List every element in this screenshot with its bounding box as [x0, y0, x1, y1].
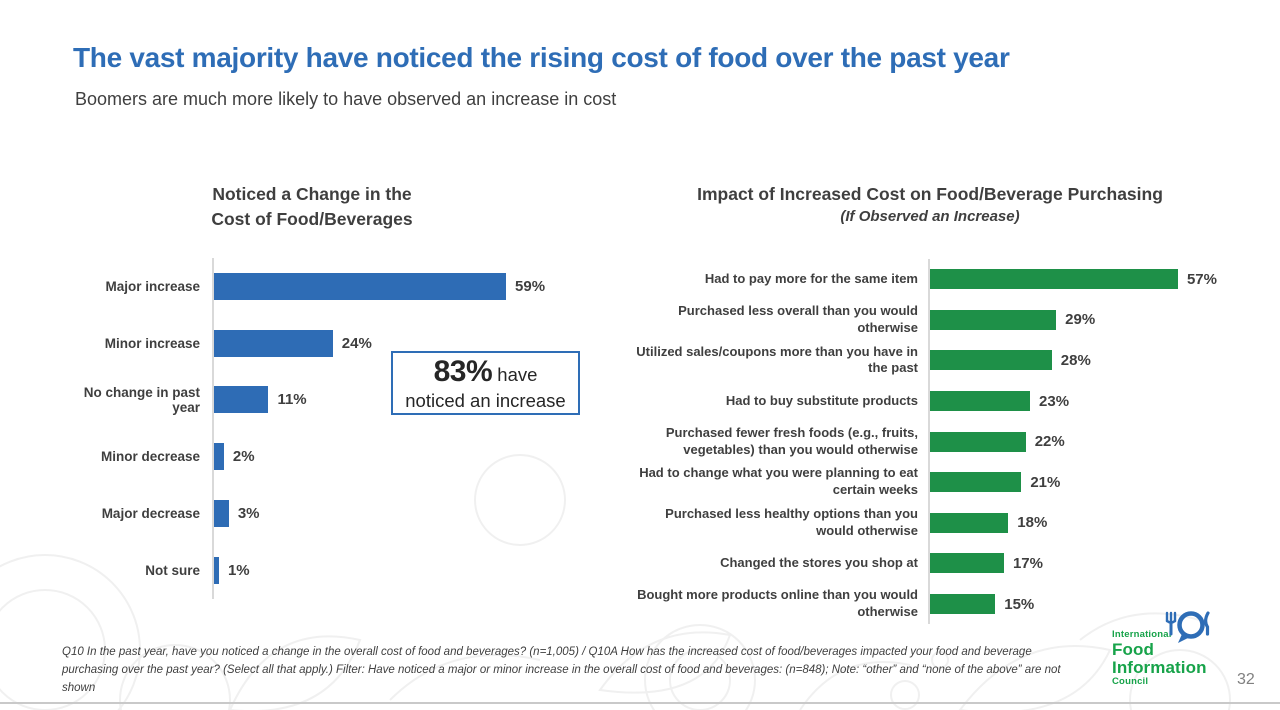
category-label: Had to change what you were planning to …	[639, 465, 918, 498]
value-label: 18%	[1017, 514, 1048, 532]
impact-of-cost-bar-chart: Had to pay more for the same item 57% Purc…	[628, 259, 1268, 625]
callout-box: 83% have noticed an increase	[391, 351, 580, 415]
chart-row: Not sure 1%	[60, 541, 625, 599]
bar	[930, 431, 1026, 452]
value-label: 3%	[237, 505, 260, 523]
ific-logo: International Food Information Council	[1112, 611, 1252, 687]
chart-row: Major decrease 3%	[60, 485, 625, 542]
category-label: Purchased less healthy options than you …	[665, 505, 918, 538]
chart-row: No change in past year 11%	[60, 371, 625, 429]
chart-row: Purchased fewer fresh foods (e.g., fruit…	[628, 421, 1268, 462]
logo-line-council: Council	[1112, 676, 1149, 687]
value-label: 1%	[227, 561, 250, 579]
category-label: Changed the stores you shop at	[720, 555, 918, 570]
bar	[214, 500, 229, 528]
right-chart-title-text: Impact of Increased Cost on Food/Beverag…	[697, 184, 1163, 204]
bar	[930, 350, 1052, 371]
bar	[930, 269, 1178, 290]
bottom-divider-line	[0, 702, 1280, 704]
value-label: 24%	[341, 334, 372, 352]
left-chart-title-line2: Cost of Food/Beverages	[211, 208, 413, 229]
value-label: 28%	[1060, 351, 1091, 369]
chart-row: Minor decrease 2%	[60, 428, 625, 486]
bar	[930, 553, 1004, 574]
chart-row: Purchased less overall than you would ot…	[628, 299, 1268, 341]
value-label: 21%	[1030, 473, 1061, 491]
bar	[930, 512, 1009, 533]
chart-row: Utilized sales/coupons more than you hav…	[628, 340, 1268, 381]
bar	[930, 309, 1057, 330]
chart-row: Minor increase 24%	[60, 314, 625, 372]
bar	[214, 329, 333, 357]
right-chart-title: Impact of Increased Cost on Food/Beverag…	[640, 184, 1220, 225]
footnote: Q10 In the past year, have you noticed a…	[62, 646, 1061, 695]
value-label: 17%	[1012, 554, 1043, 572]
chart-row: Bought more products online than you wou…	[628, 583, 1268, 625]
page-number: 32	[1237, 671, 1255, 688]
slide-subtitle: Boomers are much more likely to have obs…	[75, 89, 617, 109]
left-chart-title-line1: Noticed a Change in the	[212, 184, 412, 204]
category-label: Utilized sales/coupons more than you hav…	[636, 343, 918, 376]
chart-row: Had to change what you were planning to …	[628, 461, 1268, 503]
value-label: 57%	[1186, 270, 1217, 288]
callout-line1: 83% have	[393, 355, 578, 389]
chart-row: Had to pay more for the same item 57%	[628, 259, 1268, 300]
chart-row: Had to buy substitute products 23%	[628, 380, 1268, 422]
callout-inline-text: have	[492, 363, 538, 385]
noticed-change-bar-chart: Major increase 59% Minor increase 24% No cha…	[60, 258, 625, 599]
slide-title: The vast majority have noticed the risin…	[73, 42, 1010, 73]
bar	[214, 556, 219, 584]
background-doodle-watermark	[0, 454, 1231, 710]
value-label: 11%	[277, 391, 307, 409]
category-label: Minor decrease	[100, 449, 200, 465]
bar	[214, 386, 269, 414]
chart-row: Purchased less healthy options than you …	[628, 502, 1268, 544]
category-label: No change in past year	[83, 384, 200, 415]
category-label: Purchased less overall than you would ot…	[678, 303, 918, 335]
logo-line-international: International	[1112, 629, 1172, 640]
logo-line-food: Food	[1112, 640, 1154, 659]
left-chart-title: Noticed a Change in the Cost of Food/Bev…	[140, 182, 484, 232]
category-label: Major decrease	[101, 506, 200, 522]
bar	[930, 391, 1031, 412]
category-label: Purchased fewer fresh foods (e.g., fruit…	[665, 424, 918, 457]
bar	[214, 272, 507, 300]
category-label: Major increase	[105, 278, 200, 294]
value-label: 22%	[1034, 433, 1065, 451]
category-label: Minor increase	[104, 335, 200, 351]
chart-row: Major increase 59%	[60, 258, 625, 315]
chart-row: Changed the stores you shop at 17%	[628, 543, 1268, 584]
fork-plate-knife-icon	[1165, 611, 1210, 643]
category-label: Bought more products online than you wou…	[637, 587, 918, 620]
category-label: Had to buy substitute products	[725, 392, 918, 408]
bar	[214, 443, 224, 471]
logo-line-information: Information	[1112, 658, 1207, 677]
right-chart-subtitle: (If Observed an Increase)	[840, 208, 1020, 225]
value-label: 2%	[232, 448, 255, 466]
value-label: 23%	[1039, 392, 1070, 410]
value-label: 59%	[515, 277, 546, 295]
callout-stat: 83%	[433, 354, 493, 388]
value-label: 29%	[1065, 311, 1096, 329]
callout-line2: noticed an increase	[405, 389, 566, 411]
bar	[930, 472, 1022, 493]
category-label: Not sure	[145, 562, 200, 578]
bar	[930, 594, 996, 615]
category-label: Had to pay more for the same item	[704, 270, 918, 286]
value-label: 15%	[1004, 595, 1035, 613]
